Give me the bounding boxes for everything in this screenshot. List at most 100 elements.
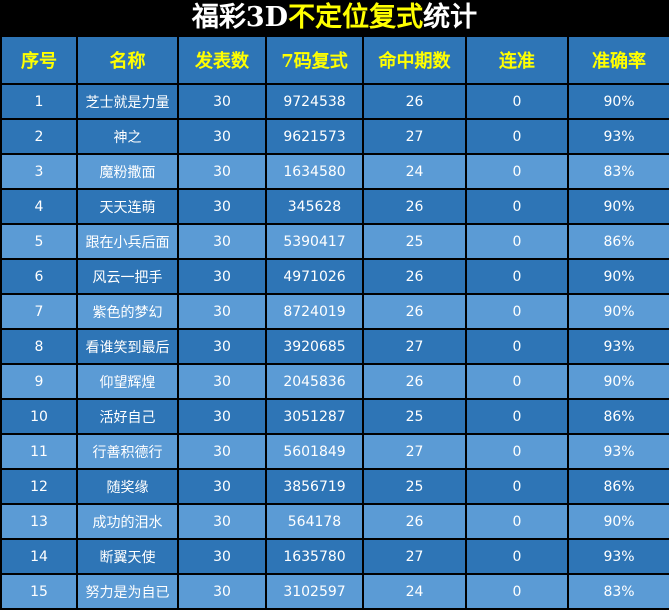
table-row: 9 仰望辉煌 30 2045836 26 0 90% xyxy=(0,363,669,400)
table-cell: 25 xyxy=(362,468,467,505)
table-cell: 4971026 xyxy=(265,258,364,295)
table-cell: 90% xyxy=(567,363,669,400)
title-part1: 福彩3D xyxy=(191,2,289,33)
table-cell: 30 xyxy=(177,573,267,610)
table-cell: 11 xyxy=(0,433,78,470)
table-cell: 564178 xyxy=(265,503,364,540)
table-cell: 3051287 xyxy=(265,398,364,435)
table-cell: 26 xyxy=(362,293,467,330)
table-cell: 13 xyxy=(0,503,78,540)
table-cell: 紫色的梦幻 xyxy=(76,293,179,330)
table-cell: 9621573 xyxy=(265,118,364,155)
table-cell: 27 xyxy=(362,538,467,575)
table-cell: 90% xyxy=(567,83,669,120)
table-cell: 3102597 xyxy=(265,573,364,610)
stats-table: 序号 名称 发表数 7码复式 命中期数 连准 准确率 1 芝士就是力量 30 9724… xyxy=(0,35,669,610)
table-cell: 活好自己 xyxy=(76,398,179,435)
table-cell: 魔粉撒面 xyxy=(76,153,179,190)
column-header: 连准 xyxy=(465,35,569,85)
table-cell: 0 xyxy=(465,468,569,505)
title-part2: 不定位复式 xyxy=(288,2,424,33)
table-cell: 30 xyxy=(177,503,267,540)
table-cell: 30 xyxy=(177,153,267,190)
table-cell: 5601849 xyxy=(265,433,364,470)
table-cell: 30 xyxy=(177,118,267,155)
table-cell: 26 xyxy=(362,83,467,120)
table-cell: 0 xyxy=(465,83,569,120)
table-cell: 0 xyxy=(465,223,569,260)
table-cell: 30 xyxy=(177,538,267,575)
table-row: 8 看谁笑到最后 30 3920685 27 0 93% xyxy=(0,328,669,365)
column-header: 准确率 xyxy=(567,35,669,85)
table-cell: 3856719 xyxy=(265,468,364,505)
table-row: 5 跟在小兵后面 30 5390417 25 0 86% xyxy=(0,223,669,260)
table-cell: 30 xyxy=(177,258,267,295)
table-cell: 25 xyxy=(362,223,467,260)
header-row: 序号 名称 发表数 7码复式 命中期数 连准 准确率 xyxy=(0,35,669,85)
table-cell: 83% xyxy=(567,153,669,190)
table-cell: 26 xyxy=(362,188,467,225)
table-cell: 5390417 xyxy=(265,223,364,260)
table-cell: 0 xyxy=(465,433,569,470)
table-cell: 0 xyxy=(465,398,569,435)
table-cell: 90% xyxy=(567,503,669,540)
table-cell: 0 xyxy=(465,153,569,190)
table-cell: 芝士就是力量 xyxy=(76,83,179,120)
table-row: 2 神之 30 9621573 27 0 93% xyxy=(0,118,669,155)
table-cell: 30 xyxy=(177,398,267,435)
table-cell: 努力是为自已 xyxy=(76,573,179,610)
table-row: 15 努力是为自已 30 3102597 24 0 83% xyxy=(0,573,669,610)
table-row: 6 风云一把手 30 4971026 26 0 90% xyxy=(0,258,669,295)
column-header: 7码复式 xyxy=(265,35,364,85)
table-cell: 10 xyxy=(0,398,78,435)
table-cell: 0 xyxy=(465,363,569,400)
table-cell: 0 xyxy=(465,258,569,295)
table-cell: 0 xyxy=(465,503,569,540)
table-cell: 86% xyxy=(567,398,669,435)
table-cell: 30 xyxy=(177,293,267,330)
table-cell: 30 xyxy=(177,223,267,260)
table-cell: 0 xyxy=(465,538,569,575)
table-cell: 成功的泪水 xyxy=(76,503,179,540)
table-cell: 27 xyxy=(362,433,467,470)
table-cell: 93% xyxy=(567,433,669,470)
table-cell: 26 xyxy=(362,503,467,540)
table-cell: 12 xyxy=(0,468,78,505)
table-cell: 26 xyxy=(362,258,467,295)
table-row: 10 活好自己 30 3051287 25 0 86% xyxy=(0,398,669,435)
table-cell: 24 xyxy=(362,153,467,190)
table-row: 4 天天连萌 30 345628 26 0 90% xyxy=(0,188,669,225)
table-cell: 345628 xyxy=(265,188,364,225)
table-cell: 9 xyxy=(0,363,78,400)
table-cell: 30 xyxy=(177,328,267,365)
table-cell: 7 xyxy=(0,293,78,330)
table-cell: 8724019 xyxy=(265,293,364,330)
table-cell: 24 xyxy=(362,573,467,610)
table-cell: 3 xyxy=(0,153,78,190)
table-cell: 断翼天使 xyxy=(76,538,179,575)
table-cell: 0 xyxy=(465,118,569,155)
table-cell: 2045836 xyxy=(265,363,364,400)
table-cell: 26 xyxy=(362,363,467,400)
table-cell: 1634580 xyxy=(265,153,364,190)
table-cell: 3920685 xyxy=(265,328,364,365)
table-cell: 83% xyxy=(567,573,669,610)
table-row: 14 断翼天使 30 1635780 27 0 93% xyxy=(0,538,669,575)
table-cell: 90% xyxy=(567,188,669,225)
table-cell: 93% xyxy=(567,538,669,575)
table-cell: 30 xyxy=(177,433,267,470)
table-cell: 0 xyxy=(465,293,569,330)
table-cell: 0 xyxy=(465,188,569,225)
table-cell: 6 xyxy=(0,258,78,295)
table-cell: 行善积德行 xyxy=(76,433,179,470)
table-row: 7 紫色的梦幻 30 8724019 26 0 90% xyxy=(0,293,669,330)
column-header: 名称 xyxy=(76,35,179,85)
table-cell: 4 xyxy=(0,188,78,225)
title-part3: 统计 xyxy=(423,2,478,33)
table-cell: 15 xyxy=(0,573,78,610)
table-row: 1 芝士就是力量 30 9724538 26 0 90% xyxy=(0,83,669,120)
table-cell: 风云一把手 xyxy=(76,258,179,295)
table-cell: 90% xyxy=(567,293,669,330)
table-cell: 随奖缘 xyxy=(76,468,179,505)
table-cell: 8 xyxy=(0,328,78,365)
